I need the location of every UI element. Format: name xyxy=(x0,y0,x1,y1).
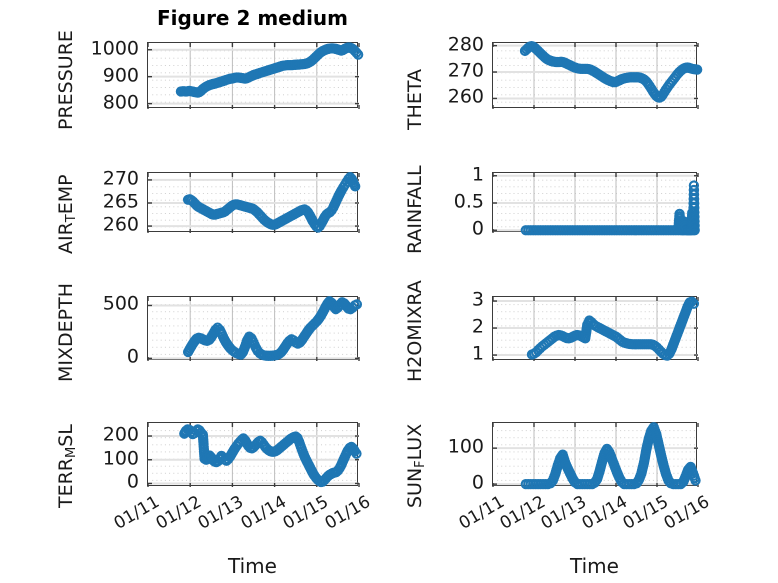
axes-terr-msl[interactable] xyxy=(147,422,362,488)
panel-rainfall xyxy=(492,172,700,236)
y-tick-label: 0 xyxy=(471,217,484,240)
x-tick-label: 01/14 xyxy=(237,492,290,534)
y-axis-label-mixdepth: MIXDEPTH xyxy=(55,283,77,382)
panel-theta xyxy=(492,41,703,109)
y-axis-label-terr-msl: TERRMSL xyxy=(55,424,79,508)
x-tick-label: 01/13 xyxy=(194,492,248,534)
figure-title: Figure 2 medium xyxy=(157,6,348,30)
y-tick-label: 0 xyxy=(126,345,139,368)
y-tick-label: 270 xyxy=(102,167,139,190)
y-tick-label: 0 xyxy=(471,471,484,494)
panel-h2omixra xyxy=(492,296,700,361)
y-tick-label: 100 xyxy=(102,447,139,470)
x-tick-label: 01/15 xyxy=(279,492,332,534)
x-tick-label: 01/11 xyxy=(110,492,163,534)
y-tick-label: 200 xyxy=(102,423,139,446)
ylabel-subscript: F xyxy=(413,460,428,468)
axes-pressure[interactable] xyxy=(147,42,364,109)
ylabel-tail: EMP xyxy=(55,174,77,215)
data-series xyxy=(179,424,362,488)
y-tick-label: 900 xyxy=(102,64,139,87)
panel-air-temp xyxy=(147,172,361,233)
y-tick-label: 100 xyxy=(447,435,484,458)
y-tick-label: 500 xyxy=(102,292,139,315)
ylabel-main: TERR xyxy=(55,457,77,508)
axes-h2omixra[interactable] xyxy=(492,296,700,361)
y-tick-label: 0.5 xyxy=(453,190,484,213)
data-series xyxy=(520,180,700,236)
axes-theta[interactable] xyxy=(492,41,703,109)
ylabel-subscript: M xyxy=(64,446,79,458)
y-tick-label: 1 xyxy=(471,163,484,186)
y-tick-label: 265 xyxy=(102,190,139,213)
y-tick-label: 270 xyxy=(447,59,484,82)
y-axis-label-rainfall: RAINFALL xyxy=(404,165,426,254)
y-tick-label: 2 xyxy=(471,315,484,338)
axes-rainfall[interactable] xyxy=(492,172,700,236)
ylabel-tail: SL xyxy=(55,424,77,447)
data-series xyxy=(175,42,364,98)
panel-terr-msl xyxy=(147,422,362,488)
y-tick-label: 3 xyxy=(471,288,484,311)
y-tick-label: 0 xyxy=(126,470,139,493)
axes-air-temp[interactable] xyxy=(147,172,361,233)
x-tick-label: 01/16 xyxy=(321,492,374,534)
x-axis-label: Time xyxy=(570,554,619,578)
y-axis-label-pressure: PRESSURE xyxy=(55,30,77,130)
y-tick-label: 800 xyxy=(102,91,139,114)
data-series xyxy=(526,296,700,361)
y-tick-label: 260 xyxy=(447,85,484,108)
y-tick-label: 260 xyxy=(102,213,139,236)
axes-mixdepth[interactable] xyxy=(147,296,363,361)
ylabel-tail: LUX xyxy=(404,423,426,461)
y-tick-label: 1000 xyxy=(90,37,139,60)
y-axis-label-air-temp: AIRTEMP xyxy=(55,174,79,254)
x-axis-label: Time xyxy=(228,554,277,578)
panel-sun-flux xyxy=(492,422,701,490)
panel-pressure xyxy=(147,42,364,109)
panel-mixdepth xyxy=(147,296,363,361)
ylabel-subscript: T xyxy=(64,214,79,223)
y-tick-label: 1 xyxy=(471,342,484,365)
data-series xyxy=(519,41,703,103)
ylabel-main: SUN xyxy=(404,467,426,508)
y-axis-label-theta: THETA xyxy=(404,68,426,130)
y-tick-label: 280 xyxy=(447,33,484,56)
y-axis-label-sun-flux: SUNFLUX xyxy=(404,424,428,508)
y-axis-label-h2omixra: H2OMIXRA xyxy=(404,280,426,382)
data-series xyxy=(520,422,701,490)
axes-sun-flux[interactable] xyxy=(492,422,701,490)
data-series xyxy=(182,296,363,361)
data-series xyxy=(182,172,361,233)
ylabel-main: AIR xyxy=(55,222,77,254)
